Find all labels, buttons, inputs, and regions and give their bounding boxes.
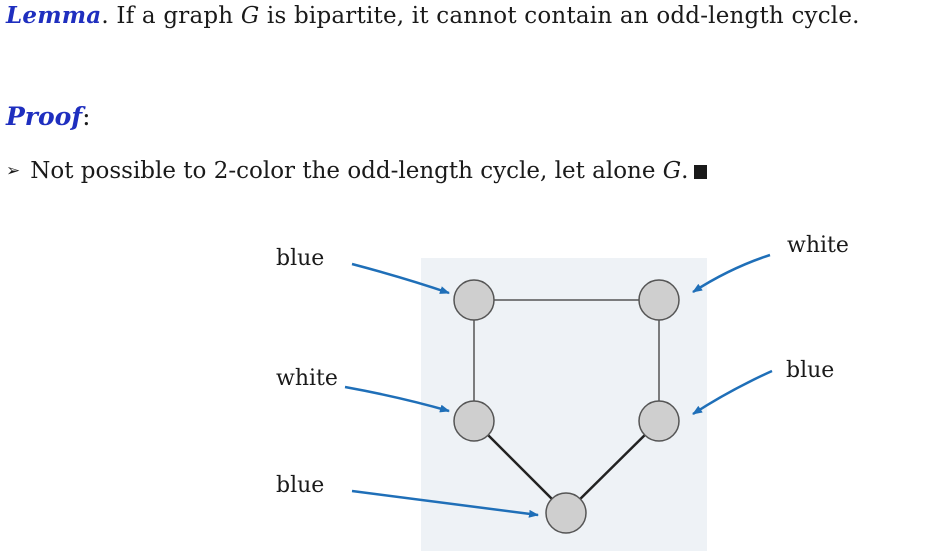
proof-colon: : xyxy=(82,102,91,131)
node-mid-right xyxy=(638,400,680,442)
arrow-to-top-left xyxy=(351,262,450,295)
edge-bottom-right xyxy=(565,420,660,514)
lemma-text-2: is bipartite, it cannot contain an odd-l… xyxy=(259,3,860,29)
label-top-right: white xyxy=(787,233,849,258)
node-bottom xyxy=(545,492,587,534)
bullet-arrow-icon: ➢ xyxy=(6,161,21,181)
proof-heading: Proof: xyxy=(6,102,91,131)
lemma-text-1: . If a graph xyxy=(101,3,241,29)
lemma-statement: Lemma. If a graph G is bipartite, it can… xyxy=(6,2,860,29)
proof-bullet: ➢ Not possible to 2-color the odd-length … xyxy=(6,158,708,184)
node-top-right xyxy=(638,279,680,321)
arrow-to-mid-right xyxy=(692,369,773,416)
label-mid-left: white xyxy=(276,366,338,391)
node-top-left xyxy=(453,279,495,321)
lemma-keyword: Lemma xyxy=(6,2,102,29)
bullet-graph-var: G xyxy=(662,158,682,184)
node-mid-left xyxy=(453,400,495,442)
bullet-period: . xyxy=(681,158,689,184)
label-bottom: blue xyxy=(276,473,324,498)
label-mid-right: blue xyxy=(786,358,834,383)
lemma-graph-var: G xyxy=(240,3,260,29)
edge-bottom-left xyxy=(473,420,567,514)
qed-square-icon xyxy=(694,165,708,179)
label-top-left: blue xyxy=(276,246,324,271)
arrow-to-top-right xyxy=(692,253,771,294)
bullet-text: Not possible to 2-color the odd-length c… xyxy=(30,158,663,184)
arrow-to-mid-left xyxy=(344,385,450,413)
arrow-to-bottom xyxy=(351,489,539,518)
proof-keyword: Proof xyxy=(6,102,83,131)
